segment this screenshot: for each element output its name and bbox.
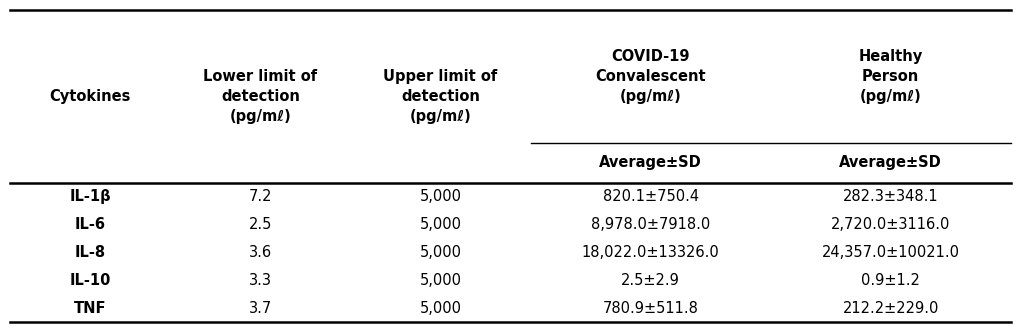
- Text: 24,357.0±10021.0: 24,357.0±10021.0: [822, 245, 960, 260]
- Text: TNF: TNF: [74, 300, 106, 316]
- Text: IL-1β: IL-1β: [69, 189, 111, 204]
- Text: 3.3: 3.3: [249, 273, 272, 288]
- Text: COVID-19
Convalescent
(pg/mℓ): COVID-19 Convalescent (pg/mℓ): [595, 49, 706, 104]
- Text: Cytokines: Cytokines: [50, 89, 131, 104]
- Text: Healthy
Person
(pg/mℓ): Healthy Person (pg/mℓ): [859, 49, 923, 104]
- Text: 2.5±2.9: 2.5±2.9: [621, 273, 680, 288]
- Text: 5,000: 5,000: [420, 189, 461, 204]
- Text: 5,000: 5,000: [420, 217, 461, 232]
- Text: 780.9±511.8: 780.9±511.8: [602, 300, 698, 316]
- Text: 7.2: 7.2: [248, 189, 273, 204]
- Text: 820.1±750.4: 820.1±750.4: [602, 189, 698, 204]
- Text: Upper limit of
detection
(pg/mℓ): Upper limit of detection (pg/mℓ): [383, 69, 497, 124]
- Text: IL-10: IL-10: [69, 273, 111, 288]
- Text: 2,720.0±3116.0: 2,720.0±3116.0: [831, 217, 951, 232]
- Text: 0.9±1.2: 0.9±1.2: [862, 273, 920, 288]
- Text: 3.6: 3.6: [249, 245, 272, 260]
- Text: 212.2±229.0: 212.2±229.0: [842, 300, 939, 316]
- Text: 282.3±348.1: 282.3±348.1: [843, 189, 938, 204]
- Text: 8,978.0±7918.0: 8,978.0±7918.0: [591, 217, 711, 232]
- Text: Average±SD: Average±SD: [839, 155, 942, 170]
- Text: 3.7: 3.7: [249, 300, 272, 316]
- Text: 5,000: 5,000: [420, 273, 461, 288]
- Text: IL-6: IL-6: [75, 217, 106, 232]
- Text: 2.5: 2.5: [249, 217, 272, 232]
- Text: Lower limit of
detection
(pg/mℓ): Lower limit of detection (pg/mℓ): [203, 69, 318, 124]
- Text: Average±SD: Average±SD: [599, 155, 702, 170]
- Text: 18,022.0±13326.0: 18,022.0±13326.0: [582, 245, 720, 260]
- Text: 5,000: 5,000: [420, 245, 461, 260]
- Text: IL-8: IL-8: [75, 245, 106, 260]
- Text: 5,000: 5,000: [420, 300, 461, 316]
